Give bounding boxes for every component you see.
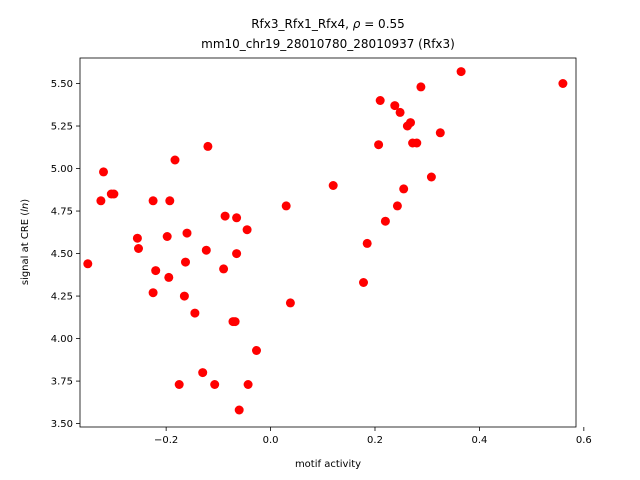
data-point [362,238,372,248]
y-tick-label: 3.50 [51,419,73,430]
data-point [134,244,143,253]
data-point [456,67,466,77]
data-point [232,249,242,259]
data-point [151,266,161,276]
data-point [190,308,200,318]
y-tick-label: 4.25 [51,292,73,303]
y-tick-label: 4.00 [51,334,73,345]
data-point [359,278,368,287]
data-point [390,101,400,111]
y-tick-label: 4.50 [51,249,73,260]
data-point [164,272,174,282]
data-point [426,172,436,182]
data-point [375,96,385,105]
data-point [242,225,252,235]
data-point [83,259,93,269]
data-point [203,141,213,151]
x-tick-label: 0.2 [367,435,383,446]
data-point [380,216,390,226]
y-tick-label: 5.25 [51,122,73,133]
data-point [328,181,338,190]
data-point [220,211,230,221]
data-point [179,291,189,301]
x-tick-label: 0.6 [576,435,592,446]
x-tick-label: −0.2 [154,435,178,446]
data-point [558,79,568,88]
data-point [234,405,244,415]
data-point [181,257,190,267]
data-point [148,196,158,206]
data-point [395,107,405,117]
data-point [182,228,192,238]
y-tick-label: 3.75 [51,377,73,388]
data-point [399,184,409,194]
data-point [201,245,211,255]
data-point [374,140,384,150]
data-point [99,167,108,177]
y-tick-label: 5.00 [51,164,73,175]
data-point [416,82,426,92]
data-point [198,368,208,378]
x-axis-label: motif activity [295,459,361,470]
chart-title-line2: mm10_chr19_28010780_28010937 (Rfx3) [201,37,455,51]
data-point [392,201,402,211]
x-tick-label: 0.4 [471,435,487,446]
data-point [435,128,445,138]
y-tick-label: 4.75 [51,207,73,218]
data-point [281,201,291,211]
x-tick-label: 0.0 [263,435,279,446]
data-point [148,288,158,298]
data-point [243,380,253,389]
data-point [210,380,220,389]
plot-frame [79,57,577,428]
data-point [174,380,184,389]
points-layer [83,67,568,415]
data-point [406,118,415,128]
data-point [232,213,242,223]
data-point [162,232,172,241]
x-axis: −0.2 0.0 0.2 0.4 0.6 [154,427,592,446]
y-axis-label: signal at CRE (ln) [20,199,31,285]
y-axis: 3.50 3.75 4.00 4.25 4.50 4.75 5.00 5.25 5.50 [51,79,80,430]
data-point [285,298,295,308]
data-point [170,155,180,165]
data-point [165,196,175,206]
data-point [252,346,261,355]
data-point [109,189,119,199]
y-tick-label: 5.50 [51,79,73,90]
data-point [219,264,229,274]
data-point [412,138,422,148]
data-point [132,233,142,243]
data-point [96,196,106,206]
chart-title-line1: Rfx3_Rfx1_Rfx4, ρ = 0.55 [251,17,405,31]
data-point [230,317,240,327]
